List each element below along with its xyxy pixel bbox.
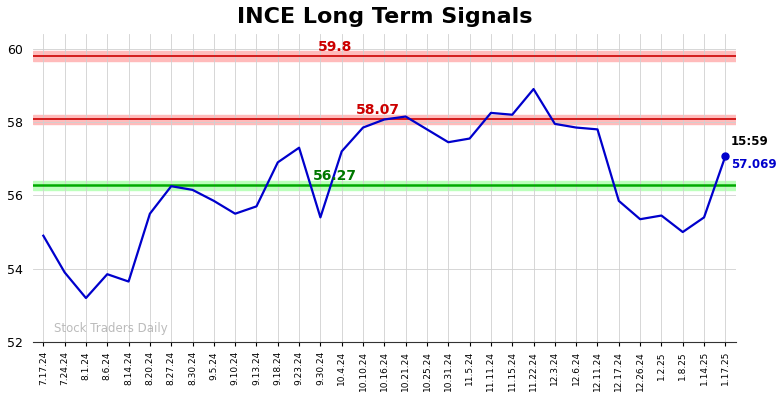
Text: 15:59: 15:59 <box>731 135 768 148</box>
Bar <box>33 181 736 190</box>
Title: INCE Long Term Signals: INCE Long Term Signals <box>237 7 532 27</box>
Bar <box>33 115 736 124</box>
Text: 56.27: 56.27 <box>314 169 358 183</box>
Text: 59.8: 59.8 <box>318 40 353 54</box>
Text: 58.07: 58.07 <box>356 103 401 117</box>
Text: Stock Traders Daily: Stock Traders Daily <box>54 322 168 335</box>
Bar <box>33 51 736 61</box>
Text: 57.069: 57.069 <box>731 158 776 171</box>
